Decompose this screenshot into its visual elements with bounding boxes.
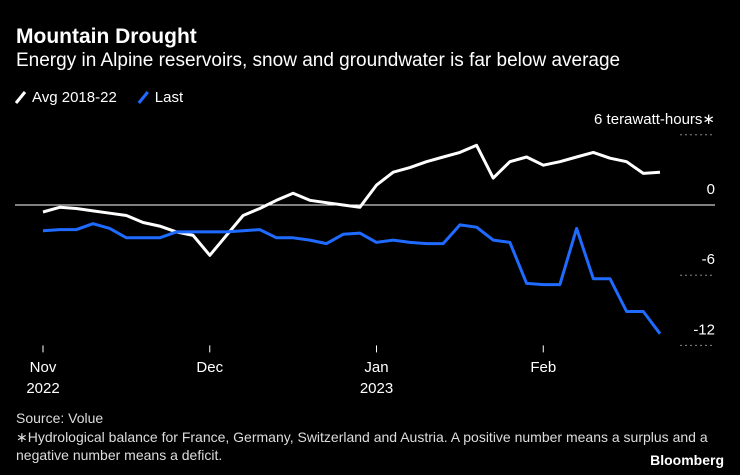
- x-tick-label: Feb: [530, 359, 556, 376]
- x-tick-label-line: 2022: [26, 380, 59, 397]
- legend-label: Last: [155, 89, 184, 106]
- series-line: [42, 222, 662, 335]
- x-tick-label-line: 2023: [360, 380, 393, 397]
- legend-label: Avg 2018-22: [32, 89, 117, 106]
- x-tick-label-line: Feb: [530, 359, 556, 376]
- footnote: ∗Hydrological balance for France, German…: [16, 429, 708, 463]
- chart-title: Mountain Drought: [16, 25, 197, 48]
- series-line: [42, 143, 661, 257]
- y-tick-label: -12: [693, 321, 715, 338]
- x-tick-label: Jan 2023: [360, 359, 393, 397]
- legend-swatch: [14, 91, 27, 104]
- y-tick-label: 0: [707, 181, 715, 198]
- x-tick-label-line: Nov: [30, 359, 57, 376]
- x-tick-label: Nov 2022: [26, 359, 59, 397]
- x-tick-label: Dec: [196, 359, 223, 376]
- y-tick-label: 6 terawatt-hours∗: [594, 111, 715, 128]
- source: Source: Volue: [16, 410, 104, 426]
- x-tick-label-line: Jan: [364, 359, 388, 376]
- x-tick-label-line: Dec: [196, 359, 223, 376]
- logo: Bloomberg: [650, 452, 724, 468]
- legend-swatch: [137, 91, 149, 104]
- y-tick-label: -6: [702, 251, 715, 268]
- chart-subtitle: Energy in Alpine reservoirs, snow and gr…: [16, 50, 621, 71]
